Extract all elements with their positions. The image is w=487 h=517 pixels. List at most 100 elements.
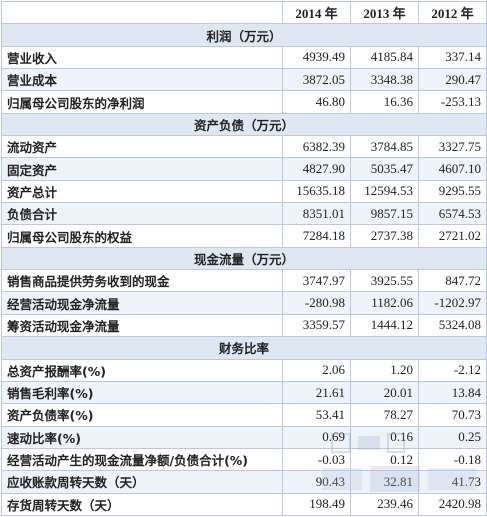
year-header-row: 2014 年 2013 年 2012 年 bbox=[1, 0, 487, 25]
value-cell-2014-: 4827.90 bbox=[282, 157, 351, 181]
row-label: 销售商品提供劳务收到的现金 bbox=[1, 269, 283, 293]
table-row: 总资产报酬率(%) 2.06 1.20 -2.12 bbox=[1, 358, 487, 382]
value-cell-2013-: 16.36 bbox=[350, 90, 419, 114]
row-label: 流动资产 bbox=[1, 135, 283, 159]
row-label: 负债合计 bbox=[1, 202, 283, 226]
value-cell-2012-: -0.18 bbox=[418, 447, 487, 472]
header-corner-cell bbox=[1, 0, 283, 25]
section-header-row: 资产负债（万元） bbox=[1, 112, 487, 137]
section-title: 现金流量（万元） bbox=[1, 246, 487, 271]
table-row: 应收账款周转天数（天） 90.43 32.81 41.73 bbox=[1, 470, 487, 494]
value-cell-2013-: 1444.12 bbox=[350, 313, 419, 338]
table-row: 资产负债率(%) 53.41 78.27 70.73 bbox=[1, 403, 487, 427]
value-cell-2014-: 6382.39 bbox=[282, 135, 351, 159]
row-label: 归属母公司股东的净利润 bbox=[1, 90, 283, 114]
value-cell-2014-: 4939.49 bbox=[282, 45, 351, 70]
value-cell-2012-: -2.12 bbox=[418, 358, 487, 382]
row-label: 应收账款周转天数（天） bbox=[1, 470, 283, 494]
value-cell-2012-: 337.14 bbox=[418, 45, 487, 70]
value-cell-2012-: 2721.02 bbox=[418, 224, 487, 248]
value-cell-2014-: 53.41 bbox=[282, 403, 351, 427]
value-cell-2012-: -253.13 bbox=[418, 90, 487, 114]
row-label: 资产总计 bbox=[1, 179, 283, 204]
value-cell-2013-: 3348.38 bbox=[350, 68, 419, 92]
table-row: 筹资活动现金净流量 3359.57 1444.12 5324.08 bbox=[1, 313, 487, 338]
table-row: 归属母公司股东的净利润 46.80 16.36 -253.13 bbox=[1, 90, 487, 114]
section-header-row: 现金流量（万元） bbox=[1, 246, 487, 271]
value-cell-2013-: 0.12 bbox=[350, 447, 419, 472]
value-cell-2013-: 5035.47 bbox=[350, 157, 419, 181]
value-cell-2012-: 290.47 bbox=[418, 68, 487, 92]
row-label: 营业收入 bbox=[1, 45, 283, 70]
value-cell-2012-: 70.73 bbox=[418, 403, 487, 427]
value-cell-2014-: -0.03 bbox=[282, 447, 351, 472]
table-row: 资产总计 15635.18 12594.53 9295.55 bbox=[1, 179, 487, 204]
table-row: 流动资产 6382.39 3784.85 3327.75 bbox=[1, 135, 487, 159]
row-label: 经营活动现金净流量 bbox=[1, 291, 283, 315]
value-cell-2014-: 90.43 bbox=[282, 470, 351, 494]
value-cell-2014-: -280.98 bbox=[282, 291, 351, 315]
value-cell-2014-: 198.49 bbox=[282, 492, 351, 517]
section-title: 财务比率 bbox=[1, 336, 487, 360]
value-cell-2014-: 0.69 bbox=[282, 425, 351, 449]
row-label: 存货周转天数（天） bbox=[1, 492, 283, 517]
value-cell-2014-: 7284.18 bbox=[282, 224, 351, 248]
value-cell-2013-: 12594.53 bbox=[350, 179, 419, 204]
value-cell-2012-: 3327.75 bbox=[418, 135, 487, 159]
value-cell-2014-: 3747.97 bbox=[282, 269, 351, 293]
value-cell-2013-: 78.27 bbox=[350, 403, 419, 427]
value-cell-2012-: -1202.97 bbox=[418, 291, 487, 315]
value-cell-2013-: 0.16 bbox=[350, 425, 419, 449]
year-header-2013: 2013 年 bbox=[350, 0, 419, 25]
table-row: 销售商品提供劳务收到的现金 3747.97 3925.55 847.72 bbox=[1, 269, 487, 293]
value-cell-2014-: 3872.05 bbox=[282, 68, 351, 92]
row-label: 固定资产 bbox=[1, 157, 283, 181]
section-title: 资产负债（万元） bbox=[1, 112, 487, 137]
value-cell-2012-: 4607.10 bbox=[418, 157, 487, 181]
value-cell-2013-: 3784.85 bbox=[350, 135, 419, 159]
value-cell-2012-: 13.84 bbox=[418, 380, 487, 405]
value-cell-2013-: 32.81 bbox=[350, 470, 419, 494]
row-label: 总资产报酬率(%) bbox=[1, 358, 283, 382]
year-header-2014: 2014 年 bbox=[282, 0, 351, 25]
row-label: 营业成本 bbox=[1, 68, 283, 92]
value-cell-2012-: 0.25 bbox=[418, 425, 487, 449]
table-row: 营业成本 3872.05 3348.38 290.47 bbox=[1, 68, 487, 92]
value-cell-2012-: 847.72 bbox=[418, 269, 487, 293]
value-cell-2012-: 6574.53 bbox=[418, 202, 487, 226]
value-cell-2012-: 2420.98 bbox=[418, 492, 487, 517]
value-cell-2012-: 9295.55 bbox=[418, 179, 487, 204]
row-label: 筹资活动现金净流量 bbox=[1, 313, 283, 338]
table-row: 固定资产 4827.90 5035.47 4607.10 bbox=[1, 157, 487, 181]
value-cell-2012-: 41.73 bbox=[418, 470, 487, 494]
value-cell-2014-: 2.06 bbox=[282, 358, 351, 382]
value-cell-2013-: 2737.38 bbox=[350, 224, 419, 248]
value-cell-2014-: 46.80 bbox=[282, 90, 351, 114]
row-label: 归属母公司股东的权益 bbox=[1, 224, 283, 248]
table-row: 经营活动现金净流量 -280.98 1182.06 -1202.97 bbox=[1, 291, 487, 315]
value-cell-2013-: 1182.06 bbox=[350, 291, 419, 315]
row-label: 速动比率(%) bbox=[1, 425, 283, 449]
value-cell-2014-: 3359.57 bbox=[282, 313, 351, 338]
row-label: 资产负债率(%) bbox=[1, 403, 283, 427]
table-row: 经营活动产生的现金流量净额/负债合计(%) -0.03 0.12 -0.18 bbox=[1, 447, 487, 472]
value-cell-2013-: 3925.55 bbox=[350, 269, 419, 293]
value-cell-2012-: 5324.08 bbox=[418, 313, 487, 338]
value-cell-2013-: 20.01 bbox=[350, 380, 419, 405]
row-label: 销售毛利率(%) bbox=[1, 380, 283, 405]
section-title: 利润（万元） bbox=[1, 23, 487, 47]
section-header-row: 利润（万元） bbox=[1, 23, 487, 47]
value-cell-2014-: 8351.01 bbox=[282, 202, 351, 226]
table-row: 负债合计 8351.01 9857.15 6574.53 bbox=[1, 202, 487, 226]
value-cell-2014-: 21.61 bbox=[282, 380, 351, 405]
row-label: 经营活动产生的现金流量净额/负债合计(%) bbox=[1, 447, 283, 472]
table-row: 归属母公司股东的权益 7284.18 2737.38 2721.02 bbox=[1, 224, 487, 248]
value-cell-2013-: 239.46 bbox=[350, 492, 419, 517]
table-row: 营业收入 4939.49 4185.84 337.14 bbox=[1, 45, 487, 70]
value-cell-2013-: 1.20 bbox=[350, 358, 419, 382]
value-cell-2014-: 15635.18 bbox=[282, 179, 351, 204]
table-row: 存货周转天数（天） 198.49 239.46 2420.98 bbox=[1, 492, 487, 517]
table-row: 销售毛利率(%) 21.61 20.01 13.84 bbox=[1, 380, 487, 405]
value-cell-2013-: 9857.15 bbox=[350, 202, 419, 226]
